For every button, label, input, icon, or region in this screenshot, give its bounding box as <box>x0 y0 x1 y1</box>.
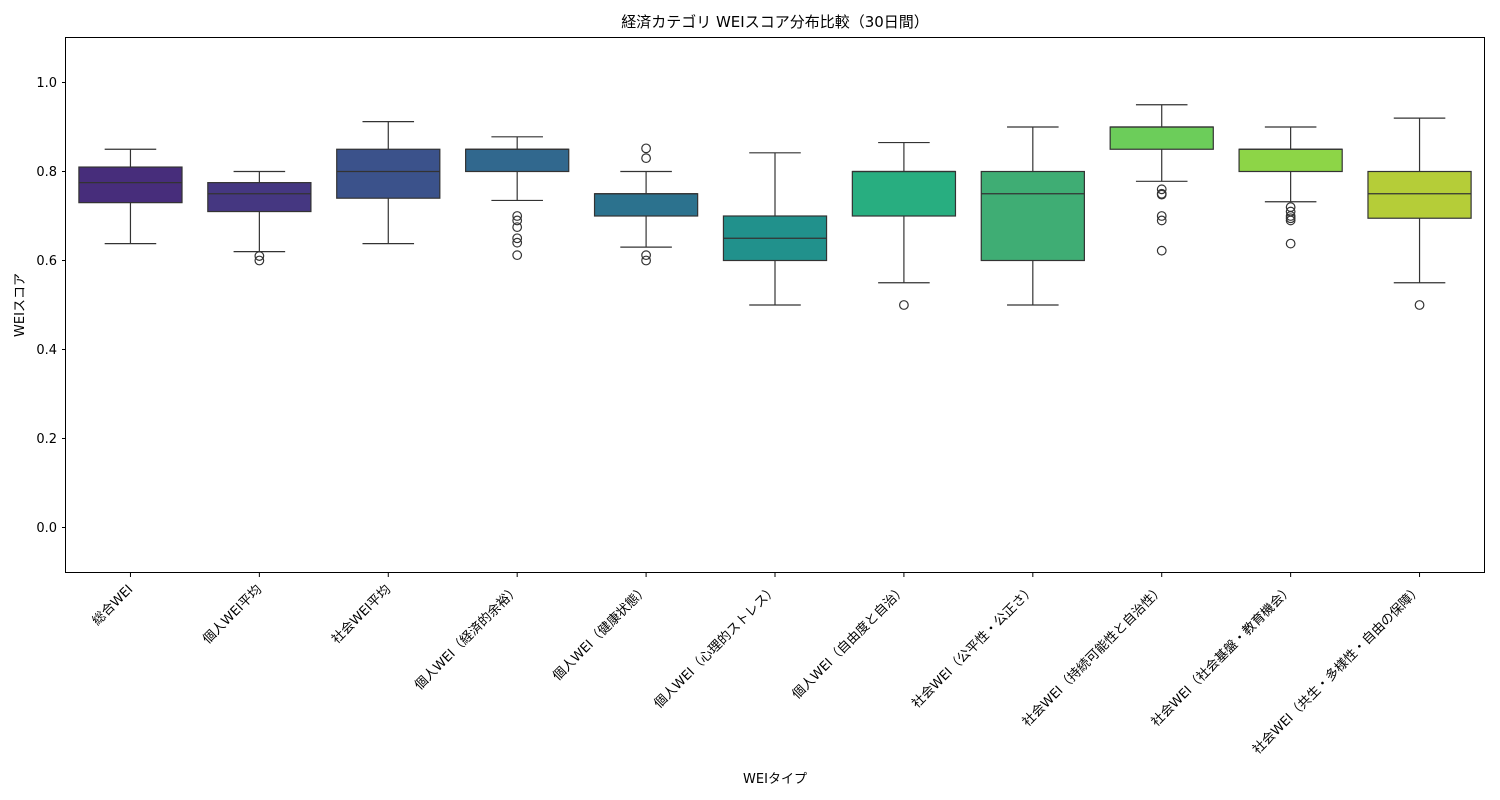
box-group <box>336 121 441 245</box>
x-tick-label: 社会WEI（社会基盤・教育機会） <box>1148 582 1296 730</box>
outlier-point <box>1156 189 1167 200</box>
box-group <box>722 152 828 306</box>
outlier-point <box>1156 215 1167 226</box>
y-axis-label: WEIスコア <box>13 273 28 337</box>
y-ticks-layer: 0.0 0.2 0.4 0.6 0.8 1.0 <box>36 76 66 536</box>
box-group <box>980 126 1085 306</box>
outlier-point <box>641 153 651 164</box>
box-group <box>1238 126 1343 249</box>
y-tick-label: 0.2 <box>36 432 57 447</box>
outlier-point <box>512 211 523 221</box>
outlier-point <box>512 222 523 233</box>
outlier-point <box>254 255 265 266</box>
y-tick-label: 0.6 <box>36 254 57 269</box>
box-body <box>1367 170 1472 219</box>
box-body <box>336 148 441 199</box>
x-tick-label: 社会WEI（持続可能性と自治性） <box>1019 582 1167 730</box>
outlier-point <box>899 300 909 310</box>
box-group <box>851 141 957 310</box>
box-group <box>1109 104 1214 256</box>
box-body <box>593 193 699 217</box>
x-tick-label: 個人WEI（経済的余裕） <box>411 582 523 694</box>
y-tick-label: 0.0 <box>36 521 57 536</box>
x-tick-label: 個人WEI（自由度と自治） <box>789 582 910 703</box>
outlier-point <box>1285 215 1296 226</box>
x-categories-layer: 総合WEI 個人WEI平均 社会WEI平均 個人WEI（経済的余裕） 個人WEI（健康状… <box>90 572 1425 758</box>
box-group <box>1367 117 1472 310</box>
box-group <box>465 136 570 261</box>
outlier-point <box>1156 211 1167 221</box>
outlier-point <box>254 251 265 261</box>
boxes-layer <box>78 104 1472 310</box>
x-tick-label: 総合WEI <box>90 582 137 629</box>
chart-title: 経済カテゴリ WEIスコア分布比較（30日間） <box>621 13 929 31</box>
outlier-point <box>512 237 523 248</box>
plot-area-frame <box>65 37 1485 573</box>
box-body <box>1109 126 1214 150</box>
x-tick-label: 社会WEI（公平性・公正さ） <box>909 582 1039 712</box>
outlier-point <box>512 233 523 244</box>
outlier-point <box>1414 300 1425 310</box>
x-tick-label: 個人WEI平均 <box>200 582 265 647</box>
y-tick-label: 0.8 <box>36 165 57 180</box>
outlier-point <box>641 250 651 261</box>
box-body <box>1238 148 1343 173</box>
outlier-point <box>641 255 651 266</box>
box-group <box>207 170 312 266</box>
box-group <box>78 148 183 245</box>
x-tick-label: 社会WEI平均 <box>328 582 394 648</box>
x-tick-label: 個人WEI（健康状態） <box>549 582 651 684</box>
outlier-point <box>1285 238 1296 249</box>
y-tick-label: 1.0 <box>36 76 57 91</box>
outlier-point <box>512 215 523 226</box>
box-body <box>851 170 957 217</box>
outlier-point <box>1156 184 1167 195</box>
box-body <box>207 182 312 213</box>
box-body <box>78 166 183 204</box>
x-tick-label: 個人WEI（心理的ストレス） <box>651 582 781 712</box>
y-tick-label: 0.4 <box>36 343 57 358</box>
outlier-point <box>1156 245 1167 256</box>
outlier-point <box>512 250 523 261</box>
box-group <box>593 143 699 266</box>
box-body <box>465 148 570 173</box>
outlier-point <box>641 143 651 154</box>
box-body <box>980 170 1085 262</box>
x-axis-label: WEIタイプ <box>743 772 807 787</box>
